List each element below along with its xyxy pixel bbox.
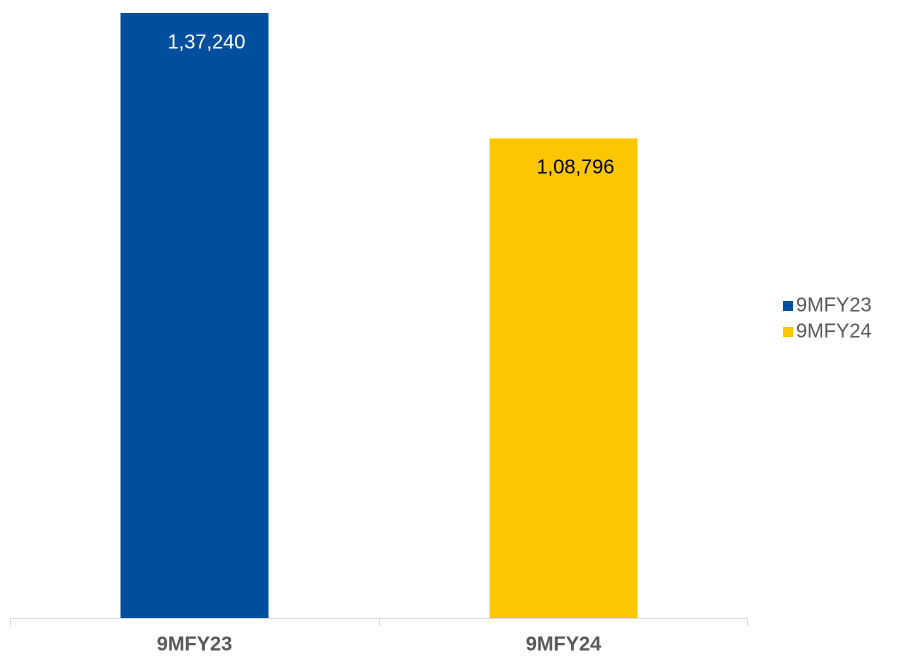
legend-label: 9MFY24 [796, 320, 872, 342]
legend-swatch [783, 301, 793, 311]
data-label: 1,37,240 [168, 31, 246, 53]
x-tick-label: 9MFY23 [157, 633, 233, 655]
bar [120, 13, 269, 618]
bar [489, 138, 638, 619]
legend-swatch [783, 327, 793, 337]
data-label: 1,08,796 [537, 157, 615, 179]
x-tick-label: 9MFY24 [526, 633, 602, 655]
legend-label: 9MFY23 [796, 294, 872, 316]
